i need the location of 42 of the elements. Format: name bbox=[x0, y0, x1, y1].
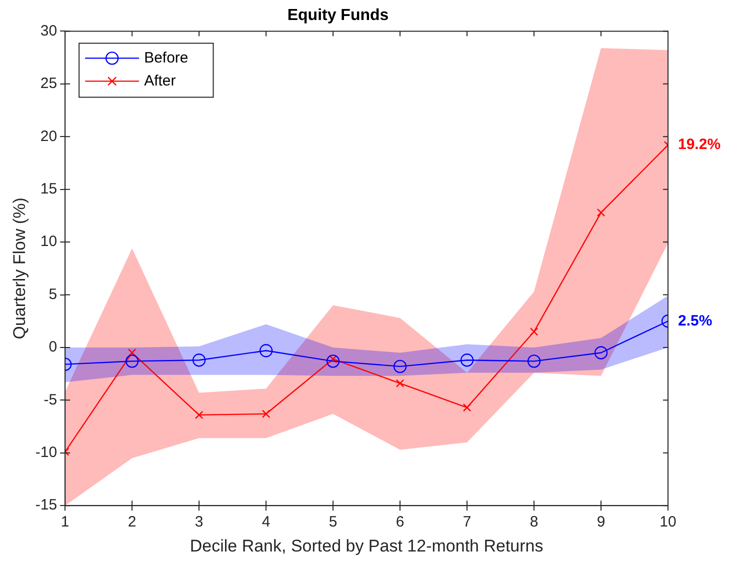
data-label: 19.2% bbox=[678, 136, 721, 154]
x-tick-label: 9 bbox=[596, 514, 606, 531]
y-axis-title: Quarterly Flow (%) bbox=[10, 198, 29, 340]
point bbox=[596, 208, 606, 217]
point bbox=[594, 346, 608, 360]
y-tick-label: 20 bbox=[40, 128, 58, 145]
x-tick-label: 6 bbox=[396, 514, 404, 531]
legend-label: After bbox=[144, 72, 176, 90]
y-tick-label: -5 bbox=[44, 391, 58, 408]
data-label: 2.5% bbox=[678, 312, 712, 330]
point bbox=[393, 360, 407, 374]
point bbox=[462, 403, 472, 412]
point bbox=[125, 354, 139, 368]
y-tick-label: 30 bbox=[40, 22, 58, 40]
x-tick-label: 4 bbox=[262, 514, 270, 531]
x-tick-label: 10 bbox=[660, 514, 676, 531]
point bbox=[259, 344, 273, 358]
y-tick-label: 25 bbox=[40, 75, 58, 92]
point bbox=[460, 354, 474, 367]
y-tick-label: 15 bbox=[40, 180, 58, 198]
point bbox=[192, 354, 206, 367]
x-tick-label: 1 bbox=[60, 514, 70, 531]
y-tick-label: -15 bbox=[35, 496, 58, 514]
point bbox=[128, 348, 136, 357]
x-axis-title: Decile Rank, Sorted by Past 12-month Returns bbox=[190, 536, 544, 556]
x-tick-label: 5 bbox=[328, 514, 338, 531]
x-tick-label: 3 bbox=[194, 514, 204, 531]
x-tick-label: 2 bbox=[128, 514, 136, 531]
point bbox=[194, 410, 204, 420]
point bbox=[396, 379, 404, 388]
y-tick-label: -10 bbox=[35, 444, 58, 462]
x-tick-label: 8 bbox=[530, 514, 538, 531]
y-tick-label: 10 bbox=[40, 233, 58, 250]
chart-title: Equity Funds bbox=[287, 7, 389, 24]
y-tick-label: 5 bbox=[48, 286, 58, 303]
point bbox=[326, 354, 340, 368]
y-tick-label: 0 bbox=[48, 338, 58, 356]
x-tick-label: 7 bbox=[462, 514, 472, 531]
point bbox=[527, 354, 541, 368]
point bbox=[530, 328, 538, 336]
point bbox=[262, 410, 270, 418]
legend-label: Before bbox=[144, 49, 188, 66]
